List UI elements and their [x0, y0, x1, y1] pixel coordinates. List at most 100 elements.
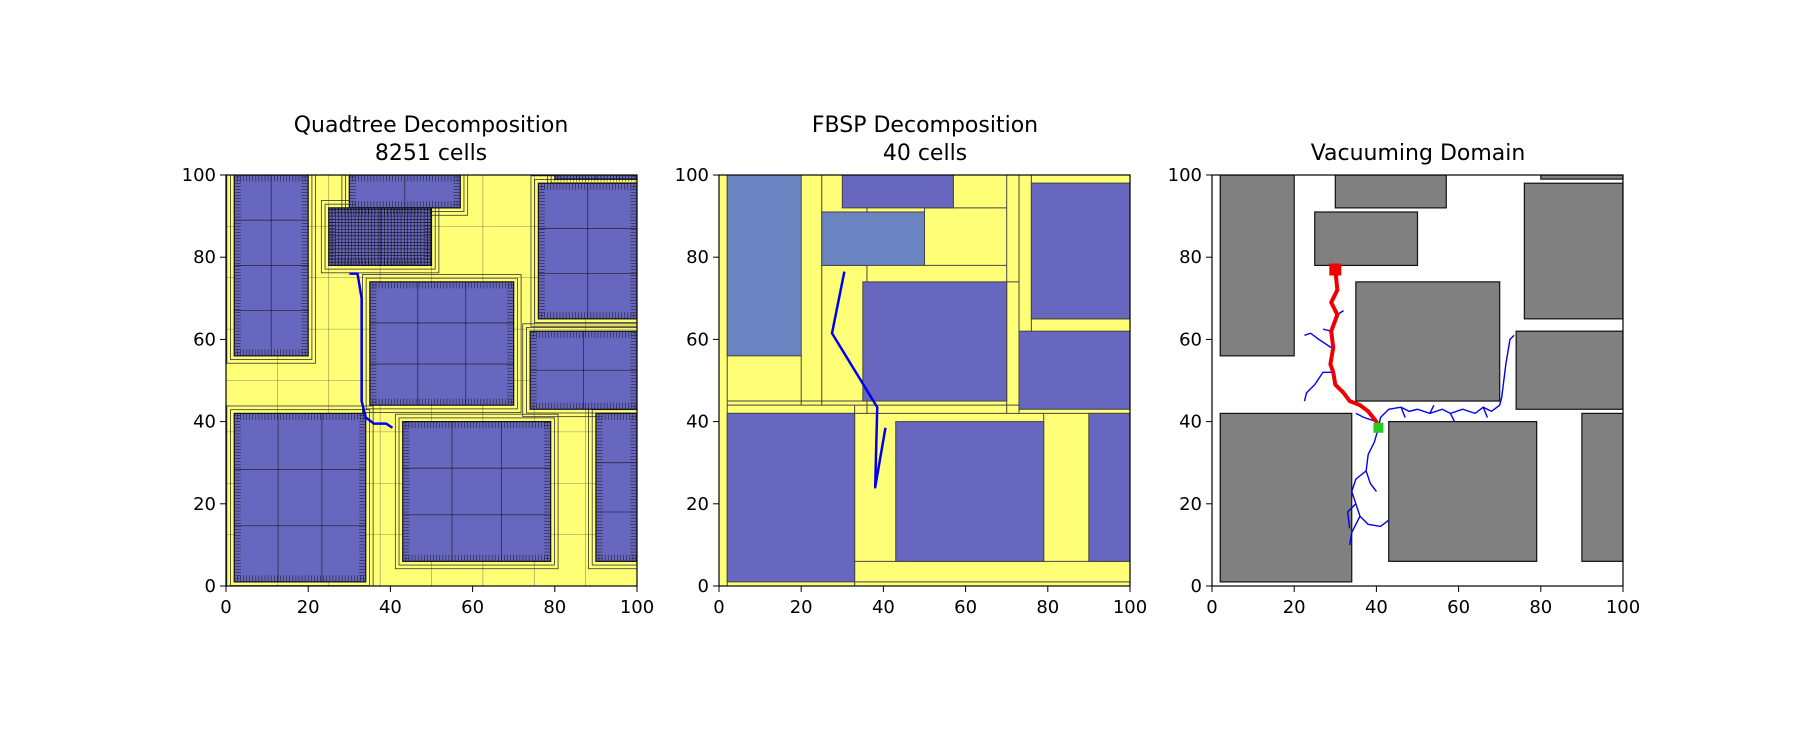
panel-1-title-line2: 8251 cells: [375, 141, 487, 166]
dense-cluster: [328, 207, 432, 266]
obstacle-cell-8: [595, 412, 637, 562]
x-tick-label: 20: [297, 597, 320, 618]
panel-quadtree: Quadtree Decomposition 8251 cells 0 20 40 6…: [182, 113, 655, 618]
x-tick-label: 0: [220, 597, 231, 618]
plot-area: [719, 175, 1130, 586]
y-tick-label: 0: [1191, 576, 1202, 597]
obstacle-cell-6: [841, 175, 954, 209]
obstacle-4: [1355, 281, 1501, 402]
x-tick-label: 60: [954, 597, 977, 618]
obstacle-cell-2: [1088, 412, 1130, 562]
obstacle-subcells-6: [234, 413, 366, 582]
solution-path: [1328, 269, 1381, 429]
obstacle-cell-4: [369, 281, 515, 406]
panel-vacuuming: Vacuuming Domain 0 20 40 60 80 100 0 20 40 60 80 10…: [1168, 141, 1641, 618]
obstacle-cell-5: [1030, 182, 1130, 320]
y-tick-label: 100: [1168, 165, 1202, 186]
tree-branch-13: [1400, 406, 1406, 418]
obstacle-fine-8: [595, 413, 637, 562]
obstacle-fine-3: [538, 182, 637, 320]
panel-2-plot: 0 20 40 60 80 100 0 20 40 60 80 100: [675, 165, 1148, 618]
path-line: [349, 272, 394, 429]
x-tick-label: 100: [620, 597, 654, 618]
axes-frame: [718, 174, 1131, 587]
y-tick-label: 60: [1179, 329, 1202, 350]
axis-ticks: 0 20 40 60 80 100 0 20 40 60 80 100: [675, 165, 1148, 618]
boundary-halo-inner-5: [526, 327, 637, 414]
obstacle-3: [1523, 182, 1623, 320]
axes-frame: [225, 174, 638, 587]
x-tick-label: 100: [1113, 597, 1147, 618]
y-tick-label: 80: [1179, 247, 1202, 268]
obstacle-5: [1515, 330, 1623, 410]
obstacle-9: [1540, 175, 1623, 180]
x-tick-label: 60: [1447, 597, 1470, 618]
merged-obstacle-cell-0: [726, 175, 802, 357]
tree-branch-10: [1449, 413, 1456, 422]
x-tick-label: 40: [379, 597, 402, 618]
tree-branch-9: [1355, 412, 1377, 423]
tree-branch-4: [1348, 515, 1361, 546]
obstacle-2: [1314, 211, 1419, 267]
obstacle-cell-0: [726, 412, 856, 583]
obstacle-fine-6: [233, 413, 366, 583]
obstacle-fine-5: [529, 331, 637, 410]
y-tick-label: 20: [1179, 494, 1202, 515]
plot-area: [226, 175, 637, 586]
tree-branch-11: [1482, 406, 1489, 418]
obstacle-cell-7: [402, 421, 552, 562]
plot-area: [1212, 175, 1623, 586]
y-tick-label: 80: [193, 247, 216, 268]
obstacle-6: [1219, 412, 1353, 583]
tree-branch-3: [1346, 503, 1357, 529]
obstacle-fine-0: [233, 175, 309, 357]
y-tick-label: 0: [205, 576, 216, 597]
obstacle-fine-4: [369, 281, 514, 406]
tree-branch-5: [1303, 371, 1334, 402]
y-tick-label: 40: [686, 412, 709, 433]
obstacle-subcells-0: [234, 175, 309, 356]
obstacle-1: [1334, 175, 1447, 209]
obstacle-8: [1581, 412, 1623, 562]
obstacle-subcells-5: [530, 331, 637, 410]
goal-marker: [1373, 422, 1384, 433]
y-tick-label: 100: [182, 165, 216, 186]
y-tick-label: 20: [686, 494, 709, 515]
start-marker: [1329, 263, 1342, 276]
obstacle-subcells-7: [402, 421, 551, 562]
panel-2-title-line1: FBSP Decomposition: [812, 113, 1038, 138]
boundary-halo-5: [522, 323, 637, 418]
obstacle-fine-1: [348, 175, 461, 209]
panel-2-title-line2: 40 cells: [883, 141, 967, 166]
path-line: [830, 271, 887, 489]
y-tick-label: 80: [686, 247, 709, 268]
x-tick-label: 60: [461, 597, 484, 618]
x-tick-label: 0: [713, 597, 724, 618]
boundary-halo-inner-0: [230, 175, 313, 360]
x-tick-label: 100: [1606, 597, 1640, 618]
x-tick-label: 40: [872, 597, 895, 618]
boundary-halo-inner-7: [398, 417, 555, 566]
merged-obstacle-cell-1: [821, 211, 925, 266]
y-tick-label: 100: [675, 165, 709, 186]
tree-branch-12: [1429, 404, 1435, 414]
obstacle-subcells-8: [595, 462, 637, 513]
panel-3-plot: 0 20 40 60 80 100 0 20 40 60 80 100: [1168, 165, 1641, 618]
obstacle-cell-1: [895, 421, 1045, 562]
x-tick-label: 80: [1529, 597, 1552, 618]
y-tick-label: 40: [193, 412, 216, 433]
obstacle-subcells-4: [369, 281, 514, 406]
y-tick-label: 20: [193, 494, 216, 515]
boundary-halo-7: [394, 413, 559, 570]
obstacle-7: [1388, 421, 1538, 562]
tree-branch-6: [1304, 332, 1332, 349]
y-tick-label: 60: [686, 329, 709, 350]
obstacle-cell-6: [233, 412, 367, 583]
panel-3-title-line2: Vacuuming Domain: [1311, 141, 1526, 166]
y-tick-label: 0: [698, 576, 709, 597]
panel-1-title-line1: Quadtree Decomposition: [294, 113, 569, 138]
boundary-halo-inner-4: [365, 277, 518, 410]
x-tick-label: 0: [1206, 597, 1217, 618]
x-tick-label: 80: [1036, 597, 1059, 618]
